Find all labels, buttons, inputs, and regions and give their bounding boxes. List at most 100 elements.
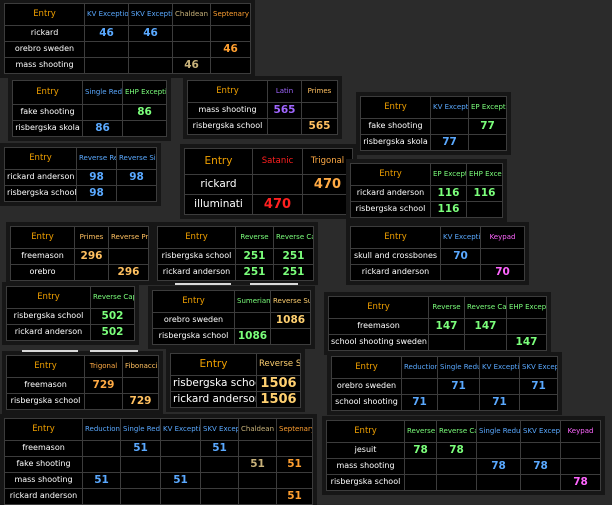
entry-header: Entry: [328, 296, 429, 319]
entry-header: Entry: [326, 420, 405, 443]
cipher-value: [479, 378, 520, 395]
entry-label: rickard anderson: [6, 324, 91, 341]
entry-label: rickard anderson: [170, 391, 257, 408]
entry-header: Entry: [6, 355, 85, 378]
cipher-value: [276, 440, 313, 457]
cipher-value: [160, 440, 201, 457]
entry-label: rickard anderson: [4, 488, 83, 505]
cipher-value: [252, 174, 303, 195]
entry-label: mass shooting: [4, 472, 83, 489]
entry-label: school shooting sweden: [328, 334, 429, 351]
cipher-value: [210, 25, 251, 42]
entry-header: Entry: [331, 356, 402, 379]
cipher-value: [464, 334, 507, 351]
cipher-value: 1086: [234, 328, 271, 345]
table-row: risbergska school 98: [4, 185, 157, 202]
cipher-value: 98: [76, 169, 117, 186]
entry-label: freemason: [6, 377, 85, 394]
cipher-header-satanic: Satanic: [252, 148, 303, 175]
entry-label: orebro sweden: [331, 378, 402, 395]
cipher-header-ehp-exception: EHP Exception: [506, 296, 547, 319]
cipher-value: [172, 25, 211, 42]
table-row: risbergska school 116: [350, 201, 503, 218]
cipher-header-kv-exception: KV Exception: [160, 418, 201, 441]
cipher-value: [560, 458, 601, 475]
entry-header: Entry: [184, 148, 253, 175]
entry-label: rickard anderson: [350, 185, 431, 202]
cipher-header-septenary: Septenary: [210, 3, 251, 26]
cipher-value: [270, 328, 311, 345]
cipher-value: [520, 474, 561, 491]
cipher-value: [82, 440, 121, 457]
table-row: risbergska school 1086: [152, 328, 311, 345]
entry-label: rickard: [4, 25, 85, 42]
entry-label: freemason: [328, 318, 429, 335]
entry-label: rickard anderson: [350, 264, 441, 281]
cipher-value: 565: [267, 102, 302, 119]
cipher-value: [128, 57, 173, 74]
entry-label: freemason: [4, 440, 83, 457]
cipher-value: 147: [464, 318, 507, 335]
entry-label: risbergska school: [6, 393, 85, 410]
divider: [90, 350, 138, 352]
cipher-value: 502: [90, 324, 135, 341]
entry-label: mass shooting: [187, 102, 268, 119]
entry-label: risbergska school: [157, 248, 236, 265]
cipher-value: 46: [128, 25, 173, 42]
cipher-value: 98: [116, 169, 157, 186]
entry-label: jesuit: [326, 442, 405, 459]
cipher-value: [84, 57, 129, 74]
divider: [22, 350, 78, 352]
entry-header: Entry: [4, 3, 85, 26]
table-row: risbergska school 729: [6, 393, 159, 410]
entry-header: Entry: [12, 80, 83, 105]
cipher-header-skv-exception: SKV Exception: [519, 356, 558, 379]
table-row: risbergska skola 86: [12, 120, 167, 137]
cipher-value: [82, 104, 123, 121]
table-row: rickard 470: [184, 174, 353, 195]
cipher-value: 470: [302, 174, 353, 195]
cipher-value: [476, 474, 521, 491]
cipher-value: 78: [476, 458, 521, 475]
entry-header: Entry: [350, 163, 431, 186]
cipher-value: 51: [200, 440, 239, 457]
cipher-value: 502: [90, 308, 135, 325]
cipher-header-skv-exception: SKV Exception: [128, 3, 173, 26]
table-row: mass shooting 78 78: [326, 458, 601, 475]
cipher-value: [436, 458, 477, 475]
cipher-value: [401, 378, 438, 395]
entry-label: risbergska school: [350, 201, 431, 218]
table-row: mass shooting 565: [187, 102, 338, 119]
table-row: risbergska school 502: [6, 308, 135, 325]
cipher-header-reverse-caps-added: Reverse Caps Added: [464, 296, 507, 319]
entry-label: risbergska school: [4, 185, 77, 202]
cipher-value: 147: [506, 334, 547, 351]
cipher-value: 51: [238, 456, 277, 473]
cipher-value: [404, 458, 437, 475]
cipher-value: 78: [520, 458, 561, 475]
cipher-value: 98: [76, 185, 117, 202]
cipher-header-skv-exception: SKV Exception: [200, 418, 239, 441]
entry-label: mass shooting: [326, 458, 405, 475]
cipher-value: 251: [235, 264, 274, 281]
cipher-value: [160, 488, 201, 505]
cipher-value: [120, 456, 161, 473]
cipher-header-single-reduction: Single Reduction: [476, 420, 521, 443]
cipher-value: [200, 472, 239, 489]
cipher-header-kv-exception: KV Exception: [440, 226, 481, 249]
table-row: orebro 296: [10, 264, 149, 281]
cipher-value: 296: [74, 248, 109, 265]
entry-label: risbergska skola: [360, 134, 431, 151]
cipher-header-reverse: Reverse: [428, 296, 465, 319]
cipher-value: 296: [108, 264, 149, 281]
